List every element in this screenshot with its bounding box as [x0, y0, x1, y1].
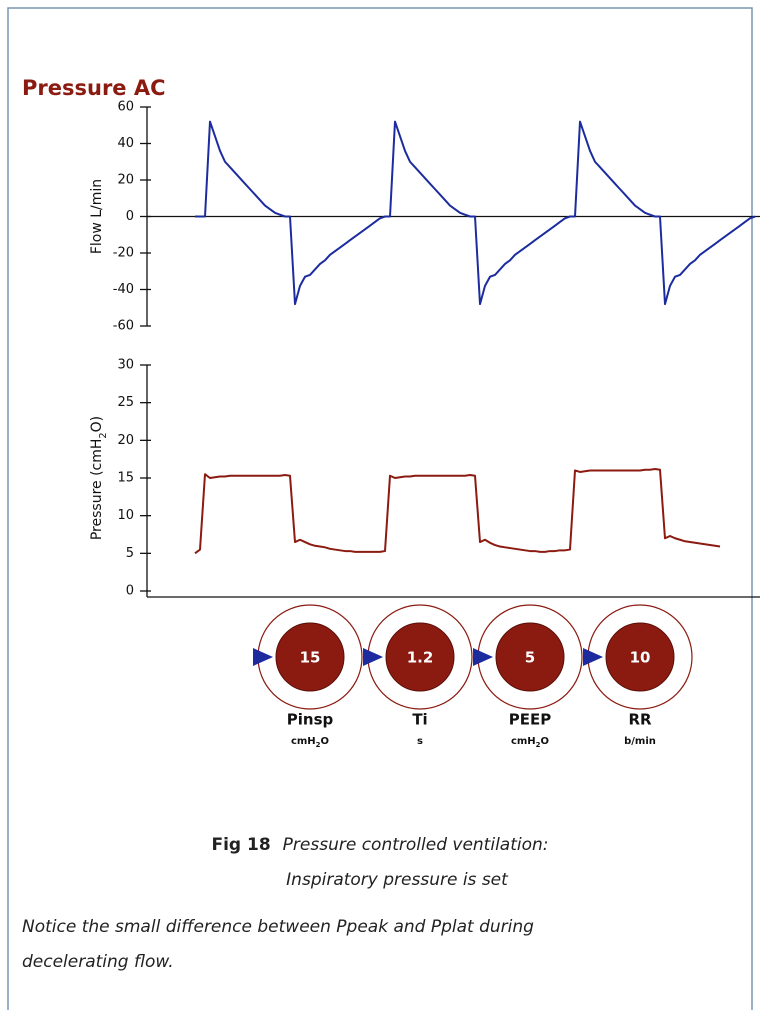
y-tick-label: 15: [117, 471, 134, 486]
y-tick-label: -60: [113, 319, 134, 334]
dial-value: 10: [630, 649, 651, 667]
y-tick-label: 10: [117, 508, 134, 523]
y-tick-label: 60: [117, 100, 134, 115]
dial-unit-part: O: [541, 736, 550, 747]
dial-knob: [605, 622, 675, 692]
note-line: decelerating flow.: [22, 952, 174, 972]
dial-value: 15: [300, 649, 321, 667]
dial-arrow: [253, 648, 273, 666]
y-tick-label: 25: [117, 395, 134, 410]
y-axis-label-part: Pressure (cmH: [89, 439, 105, 541]
y-tick-label: 30: [117, 358, 134, 373]
y-axis-label-part: O): [89, 416, 105, 432]
dial-knob: [495, 622, 565, 692]
dial-name: Pinsp: [287, 711, 334, 729]
y-tick-label: 5: [126, 546, 134, 561]
frame: [7, 7, 753, 1010]
dial-name: PEEP: [509, 711, 551, 729]
dial-unit-sub: 2: [536, 741, 541, 749]
dial-unit-sub: 2: [316, 741, 321, 749]
dial-unit: cmH2O: [511, 736, 549, 749]
y-tick-label: 0: [126, 209, 134, 224]
caption-line: Pressure controlled ventilation:: [283, 835, 549, 855]
dial-arrow: [583, 648, 603, 666]
caption-line: Inspiratory pressure is set: [286, 870, 509, 890]
y-tick-label: 40: [117, 136, 134, 151]
waveform: [195, 120, 756, 306]
dial-value: 1.2: [407, 649, 434, 667]
dial-unit-part: cmH: [291, 736, 316, 747]
dial-value: 5: [525, 649, 535, 667]
y-tick-label: 20: [117, 433, 134, 448]
dial-knob: [275, 622, 345, 692]
note-line: Notice the small difference between Ppea…: [22, 917, 534, 937]
dial-name: Ti: [412, 711, 427, 729]
dial-name: RR: [628, 711, 652, 729]
dial-knob: [385, 622, 455, 692]
dial-arrow: [363, 648, 383, 666]
dial-unit-part: b/min: [624, 736, 656, 747]
y-axis-label: Pressure (cmH2O): [89, 416, 109, 540]
dial-unit-part: s: [417, 736, 423, 747]
dial-unit-part: O: [321, 736, 330, 747]
dial-unit: s: [417, 736, 423, 747]
dial-unit: cmH2O: [291, 736, 329, 749]
y-axis-label-sub: 2: [98, 432, 109, 438]
y-tick-label: -40: [113, 282, 134, 297]
waveform: [194, 467, 721, 555]
y-axis-label: Flow L/min: [89, 179, 105, 254]
y-tick-label: -20: [113, 246, 134, 261]
y-tick-label: 0: [126, 584, 134, 599]
dial-unit-part: cmH: [511, 736, 536, 747]
figure-title: Pressure AC: [22, 76, 166, 100]
dial-unit: b/min: [624, 736, 656, 747]
y-tick-label: 20: [117, 173, 134, 188]
caption-label: Fig 18: [211, 835, 270, 855]
dial-arrow: [473, 648, 493, 666]
caption: Fig 18 Pressure controlled ventilation:: [211, 835, 548, 855]
